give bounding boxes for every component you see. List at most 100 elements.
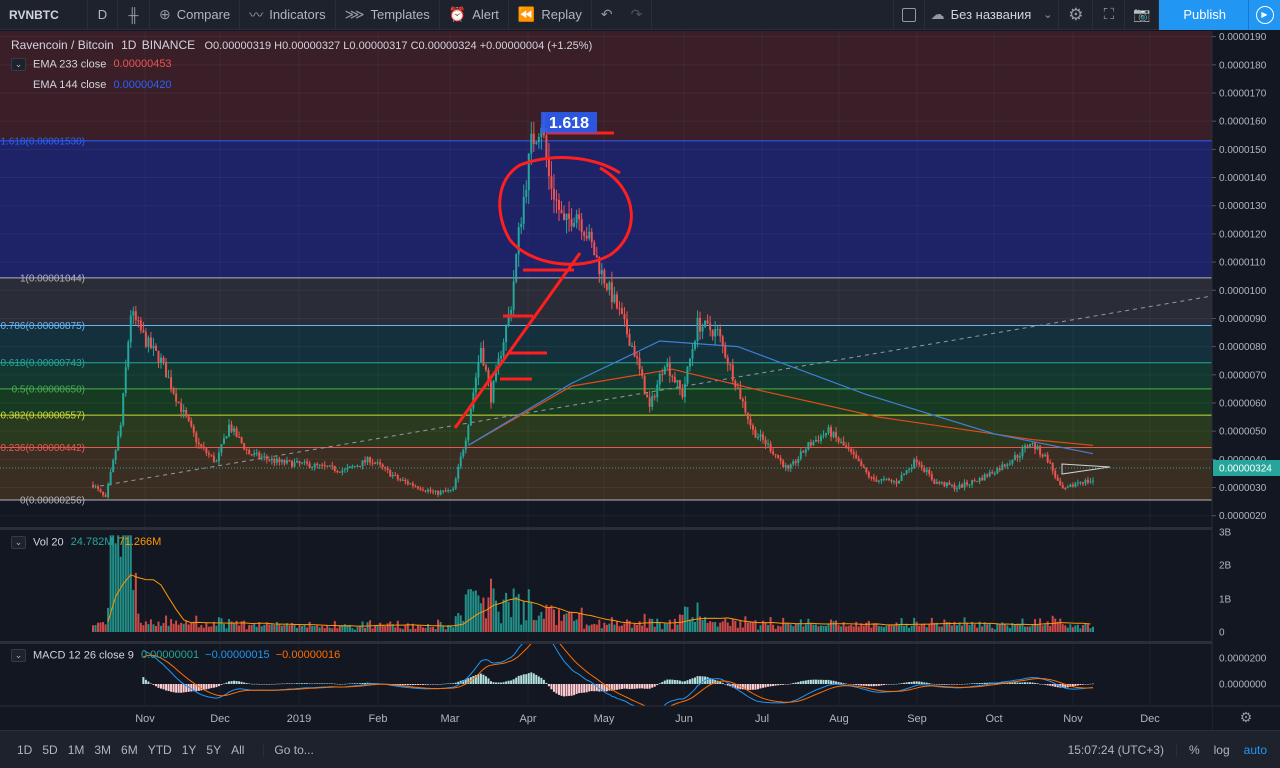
macd-histogram-bar — [160, 684, 163, 689]
range-button[interactable]: YTD — [147, 742, 172, 757]
percent-toggle[interactable]: % — [1175, 742, 1207, 757]
ema233-line[interactable] — [468, 368, 1094, 446]
macd-histogram-bar — [555, 684, 558, 694]
ema233-legend[interactable]: ⌄ EMA 233 close 0.00000453 — [11, 58, 172, 71]
drawn-trendline[interactable] — [453, 252, 582, 429]
log-toggle[interactable]: log — [1213, 742, 1230, 757]
pane-separator[interactable] — [0, 527, 1212, 530]
fullscreen-button[interactable]: ⛶ — [1093, 0, 1126, 30]
candle-body — [988, 472, 991, 477]
macd-histogram-bar — [225, 682, 228, 684]
candle-body — [427, 489, 430, 492]
candle-body — [177, 401, 180, 404]
volume-bar — [467, 589, 470, 632]
volume-bar — [321, 626, 324, 632]
snapshot-button[interactable]: 📷 — [1125, 0, 1160, 30]
pane-separator[interactable] — [0, 641, 1212, 644]
layout-menu-button[interactable]: ⌄ — [1037, 0, 1060, 30]
range-button[interactable]: 1D — [17, 742, 33, 757]
settings-gear-icon[interactable]: ⚙ — [1240, 709, 1253, 725]
fullscreen-layout-button[interactable] — [892, 0, 925, 30]
candle-body — [457, 466, 460, 479]
macd-histogram-bar — [290, 683, 293, 685]
auto-toggle[interactable]: auto — [1243, 742, 1267, 757]
range-button[interactable]: 6M — [121, 742, 138, 757]
volume-bar — [381, 625, 384, 632]
drawn-circle[interactable] — [498, 155, 633, 266]
user-drawings[interactable]: 1.618 — [453, 112, 1111, 475]
time-axis[interactable] — [0, 706, 1212, 730]
ema144-legend[interactable]: EMA 144 close 0.00000420 — [33, 79, 172, 91]
drawn-marks[interactable] — [500, 131, 614, 381]
macd-histogram-bar — [495, 682, 498, 684]
volume-bar — [797, 623, 800, 632]
volume-bar — [626, 619, 629, 632]
collapse-chevron-icon[interactable]: ⌄ — [11, 536, 26, 549]
volume-bar — [842, 622, 845, 632]
macd-histogram-bar — [923, 682, 926, 684]
publish-button[interactable]: Publish — [1159, 0, 1248, 30]
candle-body — [235, 428, 238, 437]
candle-body — [694, 341, 697, 349]
macd-histogram-bar — [210, 684, 213, 689]
compare-button[interactable]: ⊕ Compare — [150, 0, 241, 30]
replay-button[interactable]: ⏪ Replay — [509, 0, 592, 30]
macd-legend[interactable]: ⌄ MACD 12 26 close 9 0.00000001 −0.000000… — [11, 649, 340, 662]
candle-body — [910, 468, 913, 470]
macd-histogram-bar — [220, 684, 223, 685]
range-button[interactable]: 1M — [67, 742, 85, 757]
range-button[interactable]: 5D — [42, 742, 58, 757]
layout-name-button[interactable]: ☁ Без названия — [925, 0, 1038, 30]
collapse-chevron-icon[interactable]: ⌄ — [11, 58, 26, 71]
candle-body — [691, 348, 694, 359]
price-axis-label: 0.0000140 — [1219, 173, 1267, 184]
price-axis[interactable] — [1212, 31, 1280, 730]
candle-body — [643, 375, 646, 395]
undo-button[interactable]: ↶ — [592, 0, 622, 30]
candle-body — [610, 282, 613, 303]
macd-histogram-bar — [817, 679, 820, 684]
ema144-line[interactable] — [467, 340, 1094, 455]
macd-histogram-bar — [240, 681, 243, 684]
candle-body — [908, 469, 911, 471]
macd-histogram-bar — [840, 682, 843, 684]
macd-histogram-bar — [1041, 684, 1044, 685]
go-to-button[interactable]: Go to... — [263, 742, 314, 757]
price-axis-label: 0.0000080 — [1219, 342, 1267, 353]
drawn-triangle[interactable] — [1061, 463, 1111, 475]
alert-button[interactable]: ⏰ Alert — [440, 0, 509, 30]
play-button[interactable]: ▶ — [1248, 0, 1280, 30]
volume-bar — [696, 602, 699, 632]
symbol-search[interactable]: RVNBTC — [0, 0, 88, 30]
plus-circle-icon: ⊕ — [159, 6, 171, 22]
candle-body — [913, 459, 916, 469]
clock[interactable]: 15:07:24 (UTC+3) — [1067, 742, 1164, 757]
volume-bar — [258, 622, 261, 632]
volume-axis-label: 0 — [1219, 628, 1225, 639]
templates-button[interactable]: ⋙ Templates — [336, 0, 440, 30]
range-button[interactable]: 3M — [94, 742, 112, 757]
volume-bar — [1064, 625, 1067, 632]
volume-bar — [822, 625, 825, 632]
range-button[interactable]: All — [231, 742, 245, 757]
indicators-button[interactable]: 〰 Indicators — [240, 0, 336, 30]
volume-bar — [250, 624, 253, 632]
candle-body — [855, 454, 858, 459]
volume-bar — [1013, 623, 1016, 632]
chart-style-button[interactable]: ╫ — [118, 0, 150, 30]
range-button[interactable]: 5Y — [206, 742, 222, 757]
price-chart[interactable]: 1.618(0.00001530) 1(0.00001044) 0.786(0.00… — [0, 0, 1280, 730]
candle-body — [593, 242, 596, 256]
range-button[interactable]: 1Y — [181, 742, 197, 757]
volume-bar — [724, 618, 727, 632]
candle-body — [938, 481, 941, 484]
redo-button[interactable]: ↷ — [622, 0, 653, 30]
candle-body — [1018, 456, 1021, 458]
settings-button[interactable]: ⚙ — [1059, 0, 1094, 30]
interval-selector[interactable]: D — [88, 0, 118, 30]
macd-histogram-bar — [207, 684, 210, 689]
volume-legend[interactable]: ⌄ Vol 20 24.782M 71.266M — [11, 536, 161, 549]
volume-bar — [185, 621, 188, 632]
collapse-chevron-icon[interactable]: ⌄ — [11, 649, 26, 662]
macd-histogram-bar — [484, 676, 487, 684]
